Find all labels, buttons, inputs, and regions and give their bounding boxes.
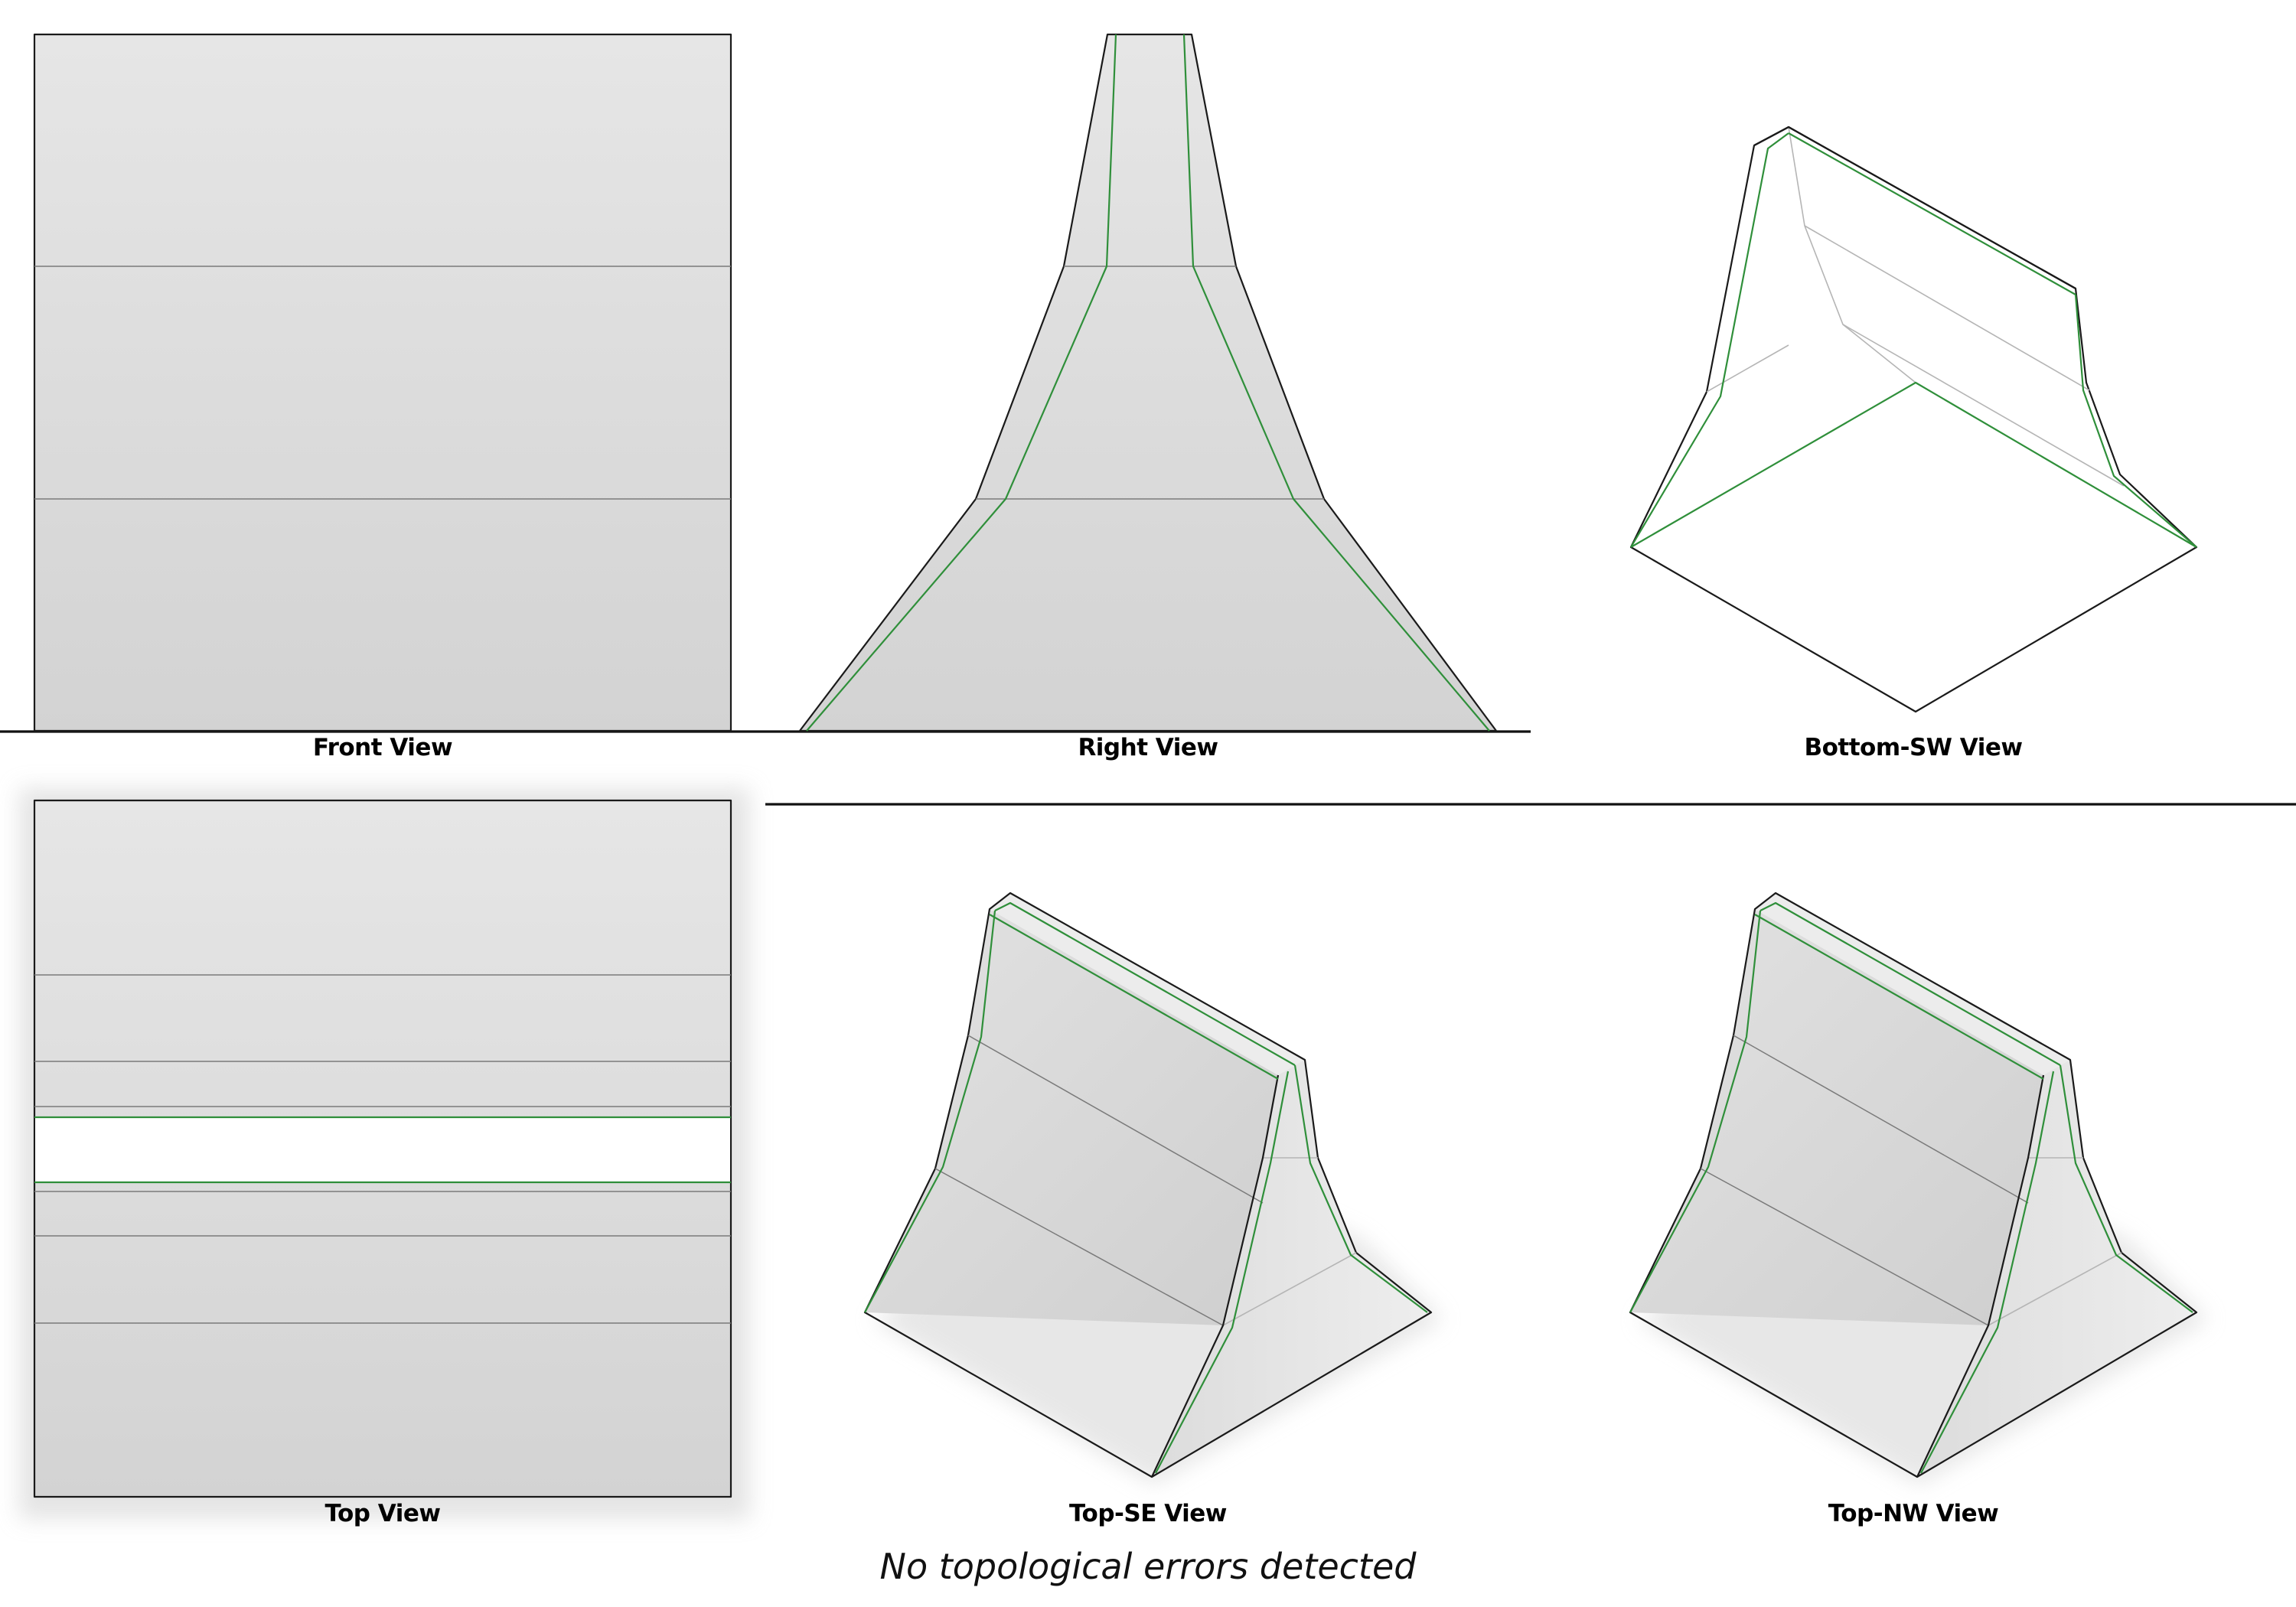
bottom-sw-view-label: Bottom-SW View bbox=[1804, 734, 2022, 761]
front-view-face bbox=[33, 33, 732, 732]
top-nw-seam-upper bbox=[1733, 1035, 2029, 1204]
top-view-label: Top View bbox=[325, 1500, 440, 1527]
topology-status-message: No topological errors detected bbox=[880, 1546, 1417, 1587]
bottom-sw-hidden-edge-4 bbox=[1706, 344, 1789, 393]
top-se-tangent-front bbox=[1155, 1071, 1290, 1474]
top-nw-tangent-front bbox=[1920, 1071, 2055, 1474]
top-se-top-face bbox=[990, 893, 1305, 1075]
bottom-sw-hidden-edge-3 bbox=[1788, 126, 1916, 383]
top-se-tangent-right bbox=[1293, 1064, 1428, 1313]
top-se-left-face bbox=[865, 909, 1278, 1325]
top-nw-outline bbox=[1629, 892, 2198, 1478]
top-se-right-face bbox=[1152, 1060, 1431, 1477]
right-view-profile bbox=[798, 33, 1498, 732]
top-nw-view-label: Top-NW View bbox=[1828, 1500, 1999, 1527]
top-se-seam-upper bbox=[967, 1035, 1264, 1204]
top-nw-seam-lower bbox=[1700, 1168, 1989, 1326]
top-se-view-label: Top-SE View bbox=[1069, 1500, 1227, 1527]
top-se-seam-right-2 bbox=[1222, 1252, 1357, 1326]
top-se-tangent-left bbox=[864, 910, 996, 1313]
right-view-tangent-edge-right bbox=[1182, 34, 1490, 732]
top-view: Top View bbox=[19, 788, 750, 1527]
bottom-sw-tangent-right bbox=[2074, 294, 2197, 548]
top-nw-seam-right-2 bbox=[1988, 1252, 2122, 1326]
front-view: Front View bbox=[33, 33, 732, 761]
top-nw-tangent-left bbox=[1629, 910, 1762, 1313]
top-se-tangent-edge bbox=[989, 914, 1279, 1080]
bottom-sw-body bbox=[1629, 125, 2198, 713]
top-se-tangent-top bbox=[994, 901, 1296, 1066]
top-nw-front-corner bbox=[1916, 1074, 2045, 1478]
top-nw-tangent-right bbox=[2059, 1064, 2193, 1313]
top-nw-top-face bbox=[1755, 893, 2070, 1075]
top-se-seam-lower bbox=[934, 1168, 1224, 1326]
bottom-sw-view: Bottom-SW View bbox=[1629, 125, 2198, 761]
bottom-sw-hidden-edge-2 bbox=[1842, 324, 2125, 487]
top-se-front-corner bbox=[1151, 1074, 1280, 1478]
right-view: Right View bbox=[798, 33, 1498, 761]
top-nw-right-face bbox=[1917, 1060, 2197, 1477]
front-view-label: Front View bbox=[313, 734, 452, 761]
top-nw-tangent-edge bbox=[1754, 914, 2044, 1080]
top-nw-view: Top-NW View bbox=[1629, 892, 2208, 1527]
top-se-outline bbox=[863, 892, 1433, 1478]
bottom-sw-tangent-top bbox=[1788, 132, 2076, 295]
bottom-sw-outline-top bbox=[1753, 125, 2076, 289]
top-se-view: Top-SE View bbox=[863, 892, 1443, 1527]
top-nw-left-face bbox=[1630, 909, 2043, 1325]
right-view-tangent-edge-left bbox=[806, 34, 1117, 732]
bottom-sw-tangent-left bbox=[1630, 132, 1789, 548]
right-view-label: Right View bbox=[1078, 734, 1218, 761]
bottom-sw-hidden-edge-1 bbox=[1804, 225, 2090, 391]
top-view-top-strip bbox=[35, 1117, 730, 1183]
bottom-sw-tangent-base bbox=[1630, 381, 2197, 548]
top-nw-tangent-top bbox=[1760, 901, 2061, 1066]
